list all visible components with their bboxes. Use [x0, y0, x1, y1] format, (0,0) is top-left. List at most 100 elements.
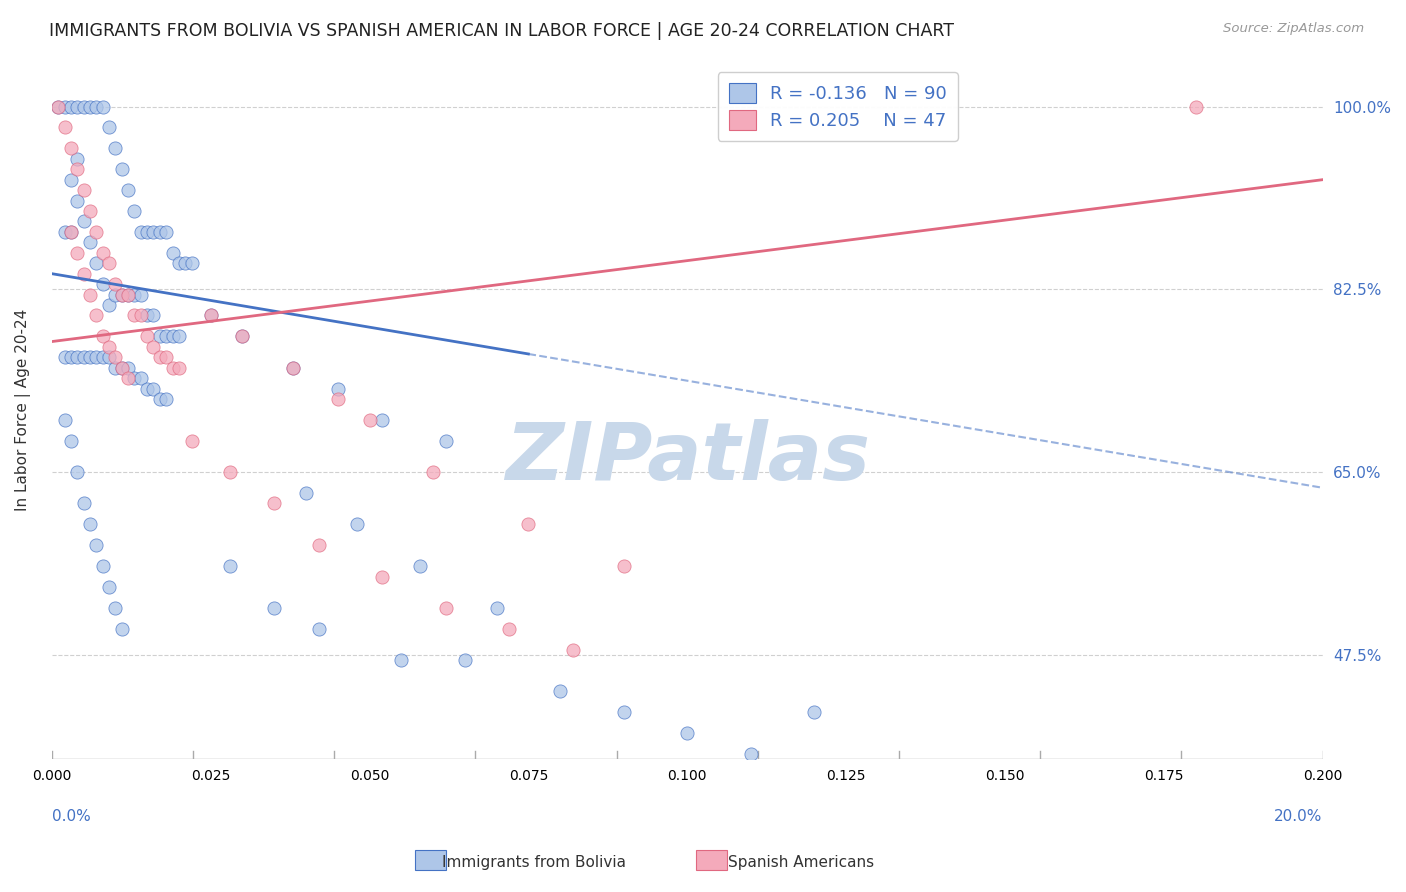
Y-axis label: In Labor Force | Age 20-24: In Labor Force | Age 20-24 — [15, 309, 31, 510]
Point — [155, 350, 177, 364]
Point — [72, 267, 94, 281]
Point — [326, 382, 349, 396]
Point — [142, 225, 165, 239]
Point — [422, 465, 444, 479]
Point — [79, 517, 101, 532]
Point — [91, 350, 114, 364]
Point — [53, 120, 76, 135]
Point — [136, 309, 159, 323]
Point — [283, 360, 305, 375]
Point — [98, 350, 121, 364]
Point — [740, 747, 762, 761]
Point — [84, 350, 107, 364]
Point — [111, 360, 134, 375]
Point — [111, 360, 134, 375]
Point — [136, 329, 159, 343]
Point — [72, 214, 94, 228]
Point — [79, 235, 101, 250]
Point — [104, 360, 127, 375]
Point — [53, 350, 76, 364]
Point — [84, 99, 107, 113]
Point — [129, 287, 152, 301]
Point — [263, 600, 285, 615]
Point — [129, 309, 152, 323]
Point — [84, 309, 107, 323]
Point — [117, 360, 139, 375]
Point — [142, 309, 165, 323]
Point — [84, 225, 107, 239]
Point — [149, 392, 172, 406]
Point — [59, 99, 82, 113]
Text: Immigrants from Bolivia: Immigrants from Bolivia — [443, 855, 626, 870]
Point — [117, 287, 139, 301]
Point — [104, 350, 127, 364]
Point — [66, 350, 89, 364]
Point — [79, 287, 101, 301]
Point — [104, 141, 127, 155]
Point — [167, 256, 190, 270]
Point — [308, 622, 330, 636]
FancyBboxPatch shape — [415, 850, 446, 870]
Point — [124, 204, 146, 219]
Point — [1184, 99, 1206, 113]
Point — [72, 496, 94, 510]
Point — [485, 600, 508, 615]
Point — [98, 256, 121, 270]
Point — [231, 329, 253, 343]
Point — [72, 183, 94, 197]
Point — [66, 465, 89, 479]
Point — [98, 580, 121, 594]
Point — [91, 277, 114, 292]
Text: Source: ZipAtlas.com: Source: ZipAtlas.com — [1223, 22, 1364, 36]
Point — [59, 141, 82, 155]
Point — [53, 413, 76, 427]
Point — [308, 538, 330, 552]
Point — [613, 706, 636, 720]
Point — [517, 517, 540, 532]
Text: IMMIGRANTS FROM BOLIVIA VS SPANISH AMERICAN IN LABOR FORCE | AGE 20-24 CORRELATI: IMMIGRANTS FROM BOLIVIA VS SPANISH AMERI… — [49, 22, 955, 40]
Point — [561, 642, 583, 657]
Point — [129, 225, 152, 239]
Point — [84, 538, 107, 552]
Text: 20.0%: 20.0% — [1274, 809, 1323, 824]
Point — [149, 225, 172, 239]
Text: Spanish Americans: Spanish Americans — [728, 855, 875, 870]
Legend: R = -0.136   N = 90, R = 0.205    N = 47: R = -0.136 N = 90, R = 0.205 N = 47 — [718, 72, 957, 141]
Point — [59, 225, 82, 239]
Point — [53, 99, 76, 113]
Point — [72, 350, 94, 364]
Point — [167, 360, 190, 375]
Point — [79, 99, 101, 113]
Point — [155, 329, 177, 343]
Point — [124, 287, 146, 301]
Point — [111, 622, 134, 636]
Point — [149, 329, 172, 343]
Point — [72, 99, 94, 113]
Point — [200, 309, 222, 323]
Point — [371, 569, 394, 583]
Point — [84, 256, 107, 270]
Point — [359, 413, 381, 427]
Text: ZIPatlas: ZIPatlas — [505, 419, 870, 498]
Point — [155, 392, 177, 406]
Point — [218, 559, 240, 574]
Point — [200, 309, 222, 323]
FancyBboxPatch shape — [696, 850, 727, 870]
Point — [59, 172, 82, 186]
Point — [454, 653, 477, 667]
Point — [803, 706, 825, 720]
Point — [498, 622, 520, 636]
Point — [79, 204, 101, 219]
Point — [124, 371, 146, 385]
Point — [676, 726, 699, 740]
Point — [180, 434, 202, 448]
Point — [104, 600, 127, 615]
Point — [142, 382, 165, 396]
Point — [66, 152, 89, 166]
Point — [162, 245, 184, 260]
Point — [46, 99, 69, 113]
Point — [295, 486, 318, 500]
Point — [371, 413, 394, 427]
Point — [117, 371, 139, 385]
Point — [91, 245, 114, 260]
